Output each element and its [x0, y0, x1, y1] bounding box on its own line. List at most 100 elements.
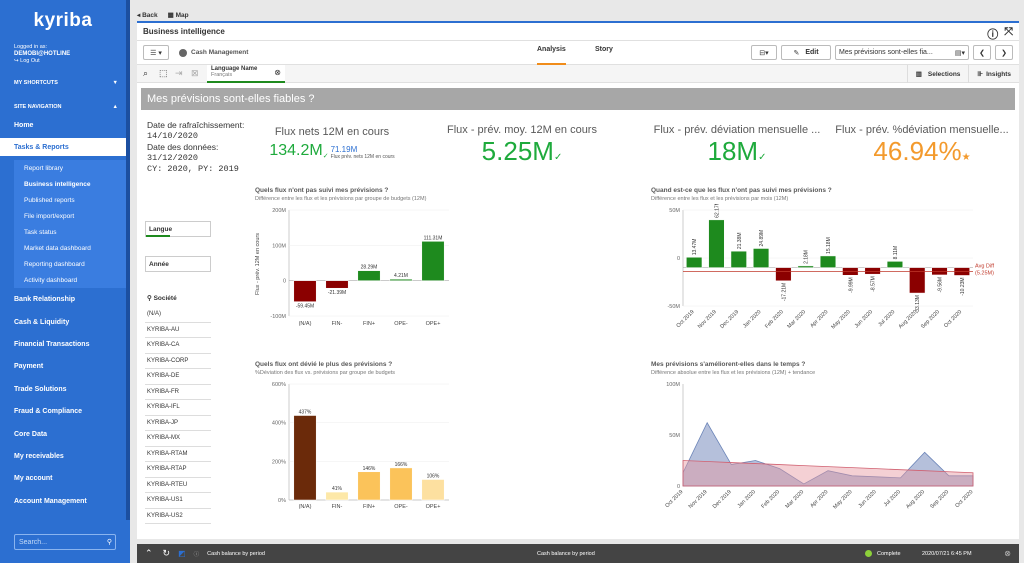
subnav-market-data-dashboard[interactable]: Market data dashboard [24, 244, 91, 252]
lasso-icon[interactable]: ⬚ [159, 68, 168, 78]
bar[interactable] [775, 267, 792, 282]
nav-my-receivables[interactable]: My receivables [14, 452, 64, 460]
nav-my-account[interactable]: My account [14, 474, 53, 482]
societe-list-item[interactable]: KYRIBA-AU [145, 323, 211, 338]
bar[interactable] [293, 280, 317, 302]
societe-list-item[interactable]: KYRIBA-DE [145, 369, 211, 385]
nav-cash-liquidity[interactable]: Cash & Liquidity [14, 318, 70, 326]
bar[interactable] [686, 257, 703, 268]
societe-list-item[interactable]: KYRIBA-IFL [145, 400, 211, 416]
societe-list-item[interactable]: KYRIBA-CORP [145, 354, 211, 369]
help-icon[interactable]: ⓘ [987, 29, 999, 41]
selection-chip[interactable]: Language Name Français ⊗ [207, 64, 285, 83]
bar[interactable] [293, 415, 317, 501]
info-icon[interactable]: ⓘ [193, 551, 200, 558]
refresh-icon[interactable]: ↻ [162, 548, 171, 558]
sidebar-search-input[interactable]: Search... ⚲ [14, 534, 116, 550]
bar[interactable] [753, 248, 770, 268]
chart-pct-deviation[interactable]: 0% 200% 400% 600% 437% (N/A) 41% FIN- 146% FIN+ 16… [249, 378, 629, 528]
bar[interactable] [864, 267, 881, 275]
bar[interactable] [389, 467, 413, 501]
tab-story[interactable]: Story [595, 46, 613, 53]
bar[interactable] [708, 219, 725, 268]
nav-core-data[interactable]: Core Data [14, 430, 48, 438]
bar[interactable] [389, 278, 413, 281]
data-label: 24.89M [759, 230, 765, 247]
filter-societe-header[interactable]: ⚲ Société [147, 294, 177, 302]
bar[interactable] [357, 270, 381, 281]
tab-analysis[interactable]: Analysis [537, 46, 566, 65]
societe-list-item[interactable]: (N/A) [145, 307, 211, 323]
bar[interactable] [909, 267, 926, 294]
logout-link[interactable]: ↪ Log Out [14, 58, 70, 65]
societe-list-item[interactable]: KYRIBA-RTAP [145, 462, 211, 478]
societe-list-item[interactable]: KYRIBA-JP [145, 416, 211, 431]
bar[interactable] [421, 241, 445, 281]
societe-list-item[interactable]: KYRIBA-MX [145, 431, 211, 447]
subnav-task-status[interactable]: Task status [24, 228, 57, 236]
edit-button[interactable]: ✎ Edit [781, 45, 831, 60]
nav-tasks-reports[interactable]: Tasks & Reports [0, 138, 126, 156]
bar[interactable] [325, 491, 349, 501]
sheet-selector[interactable]: Mes prévisions sont-elles fia... ▤▾ [835, 45, 969, 60]
x-tick-label: OPE- [394, 504, 408, 510]
subnav-file-import-export[interactable]: File import/export [24, 212, 75, 220]
search-icon[interactable]: ⚲ [106, 539, 112, 546]
bar[interactable] [730, 250, 747, 268]
clear-selections-icon[interactable]: ⊠ [191, 68, 199, 78]
bookmark-button[interactable]: ⊟▾ [751, 45, 777, 60]
site-nav-label: SITE NAVIGATION [14, 104, 62, 110]
societe-list-item[interactable]: KYRIBA-CA [145, 338, 211, 354]
step-forward-icon[interactable]: ⇥ [175, 68, 183, 78]
bar[interactable] [886, 261, 903, 268]
nav-trade-solutions[interactable]: Trade Solutions [14, 385, 67, 393]
societe-list-item[interactable]: KYRIBA-US1 [145, 493, 211, 509]
bar[interactable] [421, 479, 445, 501]
chart-trend[interactable]: 0 50M 100M Oct 2019 Nov 2019 Dec 2019 Jan 2020… [647, 378, 1017, 528]
subnav-business-intelligence[interactable]: Business intelligence [24, 180, 91, 188]
subnav-report-library[interactable]: Report library [24, 164, 64, 172]
bar[interactable] [357, 471, 381, 501]
fullscreen-icon[interactable]: ⤧ [1004, 26, 1013, 38]
subnav-activity-dashboard[interactable]: Activity dashboard [24, 276, 78, 284]
kpi-pct-deviation[interactable]: Flux - prév. %déviation mensuelle... 46.… [832, 124, 1012, 167]
bar[interactable] [325, 280, 349, 289]
kyriba-logo: kyriba [33, 10, 93, 31]
bar[interactable] [797, 265, 814, 268]
nav-payment[interactable]: Payment [14, 362, 44, 370]
x-tick-label: FIN- [332, 504, 343, 510]
close-icon[interactable]: ⊗ [1004, 549, 1011, 558]
kpi-avg-forecast-diff[interactable]: Flux - prév. moy. 12M en cours 5.25M✓ [437, 124, 607, 167]
filter-langue[interactable]: Langue [145, 221, 211, 237]
nav-financial-transactions[interactable]: Financial Transactions [14, 340, 90, 348]
back-button[interactable]: ◂ Back [137, 11, 158, 19]
prev-sheet-button[interactable]: ❮ [973, 45, 991, 60]
filter-annee[interactable]: Année [145, 256, 211, 272]
nav-account-management[interactable]: Account Management [14, 497, 87, 505]
subnav-reporting-dashboard[interactable]: Reporting dashboard [24, 260, 85, 268]
map-button[interactable]: ▦ Map [168, 11, 189, 19]
next-sheet-button[interactable]: ❯ [995, 45, 1013, 60]
societe-list-item[interactable]: KYRIBA-RTEU [145, 478, 211, 493]
smart-search-icon[interactable]: ⌕ [143, 68, 149, 78]
sidebar-scrollbar[interactable] [126, 0, 130, 520]
menu-button[interactable]: ☰ ▾ [143, 45, 169, 60]
selections-button[interactable]: ▥ Selections [906, 65, 969, 83]
site-nav-header[interactable]: SITE NAVIGATION ▲ [14, 104, 118, 110]
close-icon[interactable]: ⊗ [274, 67, 281, 77]
nav-fraud-compliance[interactable]: Fraud & Compliance [14, 407, 83, 415]
shortcuts-header[interactable]: MY SHORTCUTS ▼ [14, 80, 118, 86]
insights-button[interactable]: ⊪ Insights [968, 65, 1019, 83]
societe-list-item[interactable]: KYRIBA-US2 [145, 509, 211, 524]
chart-flux-vs-previsions[interactable]: -100M 0 100M 200M -59.45M (N/A) -21.39M FIN- 28.… [249, 204, 629, 354]
kpi-net-flows[interactable]: Flux nets 12M en cours 134.2M ✓ 71.19M F… [267, 126, 397, 160]
kpi-monthly-deviation[interactable]: Flux - prév. déviation mensuelle ... 18M… [647, 124, 827, 167]
expand-icon[interactable]: ⌃ [145, 548, 153, 558]
nav-bank-relationship[interactable]: Bank Relationship [14, 295, 76, 303]
societe-list-item[interactable]: KYRIBA-FR [145, 385, 211, 400]
subnav-published-reports[interactable]: Published reports [24, 196, 75, 204]
chart-monthly-diff[interactable]: -50M 0 50M 13.47M Oct 2019 62.17M Nov 2019 21.3… [647, 204, 1017, 354]
bar[interactable] [819, 255, 837, 268]
nav-home[interactable]: Home [14, 121, 34, 129]
societe-list-item[interactable]: KYRIBA-RTAM [145, 447, 211, 462]
